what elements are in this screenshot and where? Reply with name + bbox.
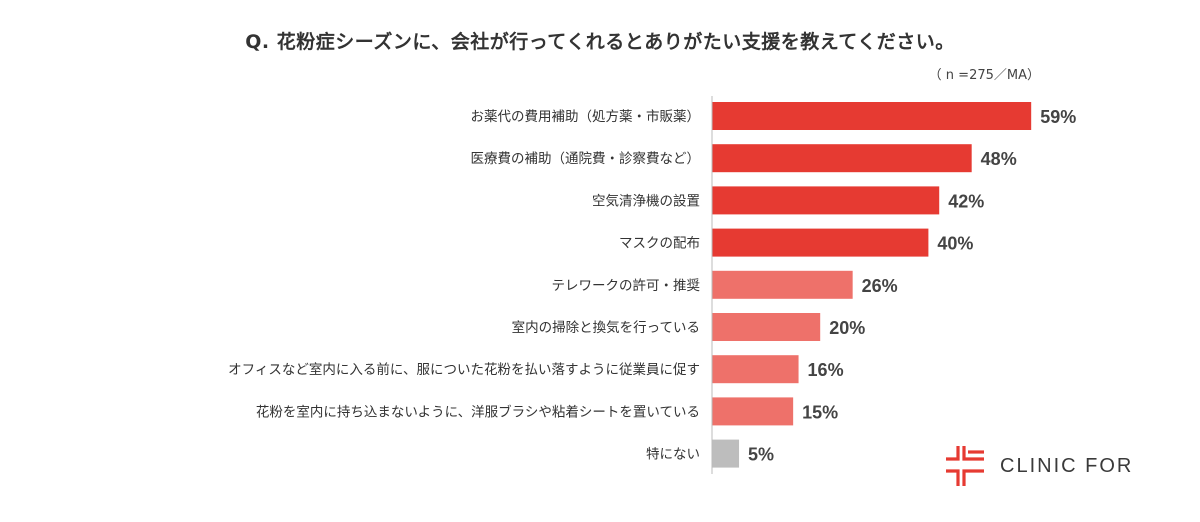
bar (712, 439, 740, 468)
value-label: 15% (802, 402, 838, 422)
bar (712, 397, 794, 426)
value-label: 20% (829, 318, 865, 338)
bar (712, 313, 821, 341)
value-label: 40% (937, 234, 973, 254)
value-label: 26% (862, 276, 898, 296)
category-label: テレワークの許可・推奨 (552, 278, 701, 294)
value-label: 5% (748, 445, 774, 465)
category-label: 室内の掃除と換気を行っている (512, 319, 700, 336)
value-label: 59% (1040, 107, 1076, 127)
category-label: 空気清浄機の設置 (592, 193, 700, 209)
bar (712, 102, 1032, 130)
category-label: 医療費の補助（通院費・診察費など） (471, 150, 701, 167)
bar (712, 355, 799, 384)
chart-title: Q. 花粉症シーズンに、会社が行ってくれるとありがたい支援を教えてください。 (245, 31, 955, 53)
category-label: マスクの配布 (619, 236, 700, 252)
category-label: 花粉を室内に持ち込まないように、洋服ブラシや粘着シートを置いている (256, 403, 700, 420)
clinic-for-logo: CLINIC FOR (944, 444, 1133, 488)
category-label: 特にない (646, 447, 700, 463)
cross-logo-icon (946, 446, 984, 486)
category-label: オフィスなど室内に入る前に、服についた花粉を払い落すように従業員に促す (228, 361, 700, 378)
bar (712, 270, 853, 299)
bar (712, 186, 940, 215)
value-label: 48% (981, 149, 1017, 169)
value-label: 42% (948, 191, 984, 211)
bar (712, 144, 972, 173)
category-label: お薬代の費用補助（処方薬・市販薬） (471, 108, 701, 125)
value-label: 16% (808, 360, 844, 380)
sample-note: （ n =275／MA） (928, 68, 1040, 83)
logo-text: CLINIC FOR (1000, 454, 1134, 477)
bar (712, 228, 929, 257)
